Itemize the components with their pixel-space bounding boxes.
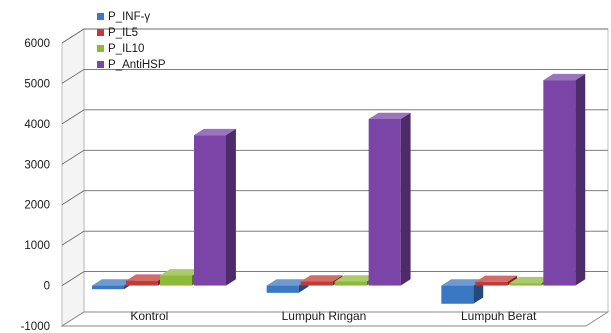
side-wall — [61, 28, 85, 327]
bar — [543, 73, 586, 286]
back-wall — [83, 28, 609, 313]
bar-front — [475, 281, 508, 286]
legend-item: P_IL10 — [97, 43, 144, 55]
bar-top — [475, 275, 518, 282]
legend: P_INF-γ P_IL5 P_IL10 P_AntiHSP — [97, 11, 166, 71]
bar — [368, 112, 411, 286]
legend-item: P_IL5 — [97, 27, 138, 39]
legend-swatch — [97, 29, 104, 36]
legend-label: P_IL5 — [108, 27, 138, 39]
floor — [60, 311, 610, 327]
gridline — [61, 271, 608, 286]
y-tick-label: -1000 — [21, 321, 50, 333]
bar-front — [509, 283, 542, 286]
y-axis: 6000 5000 4000 3000 2000 1000 0 -1000 — [21, 38, 50, 333]
bar-front — [160, 275, 192, 286]
gridline — [61, 149, 608, 165]
gridline — [61, 190, 608, 206]
bar-top — [126, 274, 168, 281]
bar-side — [575, 73, 586, 286]
x-tick-label: Lumpuh Berat — [461, 309, 537, 323]
y-tick-label: 3000 — [24, 159, 50, 171]
bar-top — [160, 269, 202, 276]
bar-front — [194, 135, 226, 286]
bar-top — [334, 275, 377, 282]
legend-label: P_INF-γ — [108, 11, 150, 23]
bar-side — [226, 128, 236, 286]
bar-side — [400, 112, 411, 286]
gridline — [61, 230, 608, 246]
bar-front — [368, 119, 401, 286]
gridline — [61, 28, 608, 44]
legend-swatch — [97, 13, 104, 20]
legend-swatch — [97, 61, 104, 68]
x-tick-label: Kontrol — [130, 309, 168, 323]
y-tick-label: 4000 — [24, 119, 50, 131]
bar-top — [509, 276, 552, 284]
bar-front — [334, 281, 367, 286]
bar-top — [441, 279, 484, 286]
y-tick-label: 1000 — [24, 240, 50, 252]
bar-front — [92, 285, 124, 290]
y-tick-label: 5000 — [24, 78, 50, 90]
bar-front — [441, 285, 474, 304]
gridline — [61, 68, 608, 84]
bar-front — [543, 80, 576, 286]
bar-front — [266, 285, 299, 293]
gridline — [61, 109, 608, 125]
y-tick-label: 6000 — [24, 38, 50, 50]
y-tick-label: 0 — [44, 281, 50, 293]
bar-top — [266, 279, 309, 286]
plot-area — [92, 73, 586, 304]
bar — [194, 128, 236, 286]
bar-front — [126, 280, 158, 286]
bar-top — [368, 112, 411, 120]
bar-top — [543, 73, 586, 81]
legend-label: P_IL10 — [108, 43, 144, 55]
bar-top — [92, 279, 134, 286]
legend-label: P_AntiHSP — [108, 59, 166, 71]
legend-item: P_AntiHSP — [97, 59, 166, 71]
bar-top — [300, 275, 343, 282]
x-axis: Kontrol Lumpuh Ringan Lumpuh Berat — [130, 309, 537, 323]
bar-front — [300, 281, 333, 286]
x-tick-label: Lumpuh Ringan — [282, 309, 367, 323]
legend-item: P_INF-γ — [97, 11, 150, 23]
bar-top — [194, 128, 236, 136]
y-tick-label: 2000 — [24, 200, 50, 212]
legend-swatch — [97, 45, 104, 52]
